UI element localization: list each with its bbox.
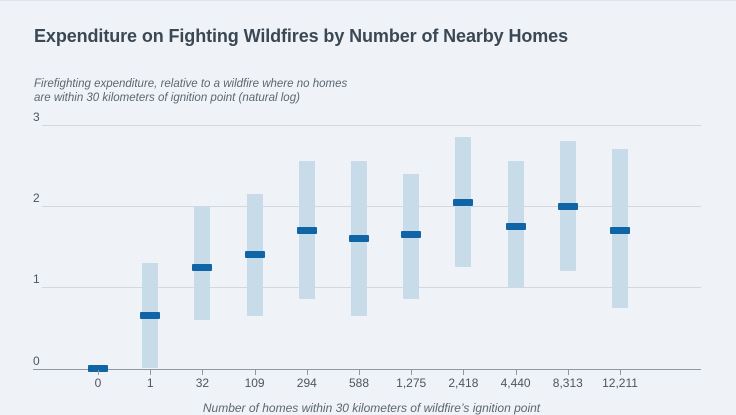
point-estimate-marker (610, 226, 630, 234)
x-axis-tick-label: 109 (244, 376, 265, 390)
confidence-interval-bar (194, 206, 211, 320)
x-axis-tick (567, 369, 569, 375)
x-axis-tick (463, 369, 465, 375)
y-axis-tick-label: 3 (33, 109, 40, 124)
x-axis-tick (515, 369, 517, 375)
x-axis-tick (359, 369, 360, 375)
x-axis-tick (150, 369, 152, 375)
point-estimate-marker (296, 226, 317, 234)
y-gridline (42, 124, 701, 126)
x-axis-tick-label: 1 (146, 376, 154, 390)
chart-title: Expenditure on Fighting Wildfires by Num… (34, 26, 568, 46)
x-axis-tick (306, 369, 308, 375)
point-estimate-marker (192, 263, 213, 271)
x-axis-tick-label: 4,440 (500, 376, 531, 390)
point-estimate-marker (349, 235, 369, 243)
x-axis-tick-label: 294 (296, 376, 317, 390)
point-estimate-marker (557, 202, 578, 210)
point-estimate-marker (88, 365, 108, 372)
point-estimate-marker (244, 251, 265, 259)
x-axis-tick (620, 369, 621, 375)
chart-subtitle-y-axis-note: Firefighting expenditure, relative to a … (34, 78, 348, 104)
x-axis-tick-label: 0 (94, 376, 102, 390)
point-estimate-marker (505, 222, 526, 230)
x-axis-tick-label: 12,211 (602, 376, 638, 390)
x-axis-tick-label: 2,418 (448, 376, 479, 390)
x-axis-tick-label: 588 (348, 376, 370, 390)
x-axis-baseline (33, 368, 701, 370)
x-axis-tick (254, 369, 256, 375)
x-axis-tick (98, 369, 99, 375)
point-estimate-marker (453, 198, 474, 206)
x-axis-tick-label: 8,313 (552, 376, 583, 390)
x-axis-tick-label: 1,275 (396, 376, 427, 390)
y-axis-tick-label: 1 (33, 272, 40, 287)
y-gridline (42, 206, 701, 208)
x-axis-tick (411, 369, 413, 375)
point-estimate-marker (140, 312, 161, 320)
y-axis-tick-label: 0 (33, 353, 40, 368)
y-gridline (42, 287, 701, 289)
y-axis-tick-label: 2 (33, 191, 40, 206)
x-axis-title: Number of homes within 30 kilometers of … (202, 401, 541, 415)
x-axis-tick (202, 369, 204, 375)
x-axis-tick-label: 32 (195, 376, 210, 390)
point-estimate-marker (401, 231, 422, 239)
